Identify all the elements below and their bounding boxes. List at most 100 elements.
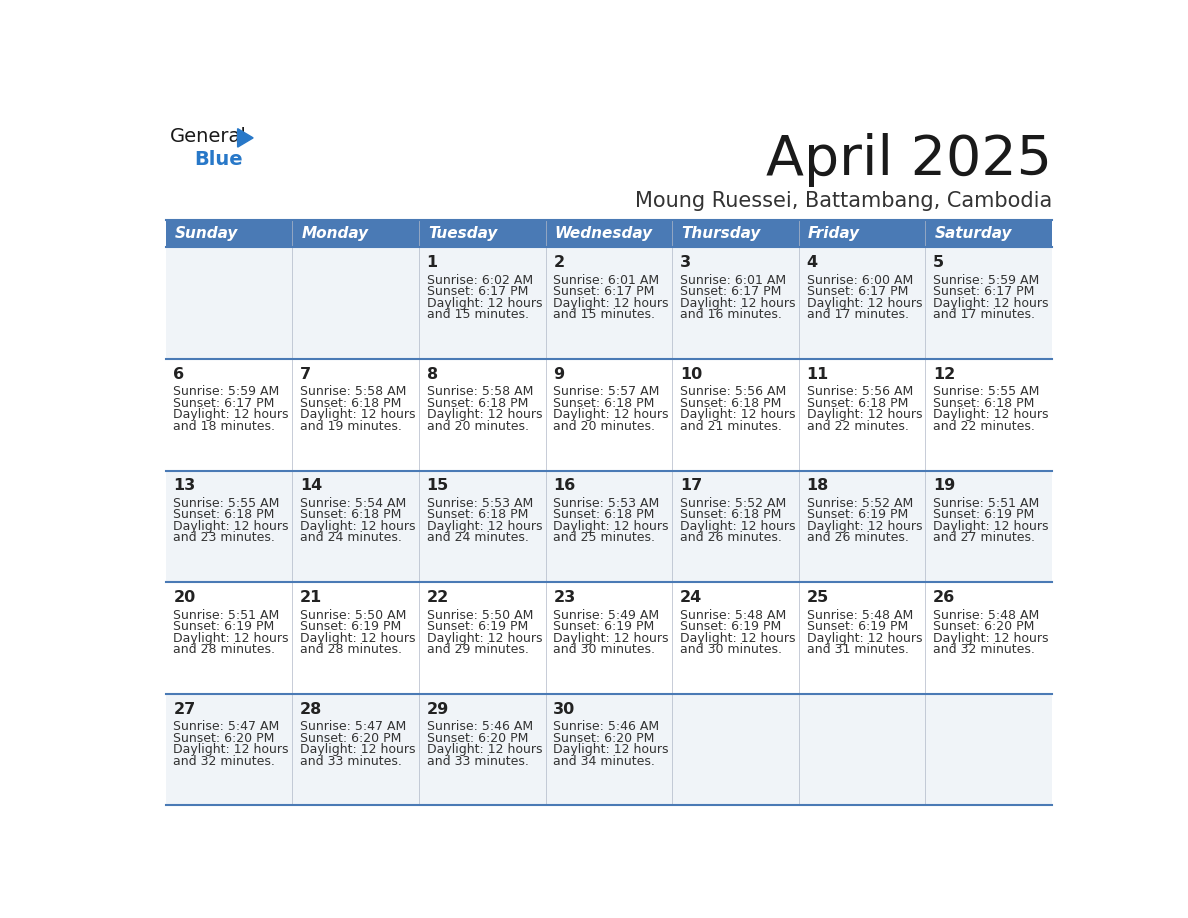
Bar [165, 219, 292, 247]
Text: Daylight: 12 hours: Daylight: 12 hours [807, 297, 922, 309]
Text: and 34 minutes.: and 34 minutes. [554, 755, 655, 767]
Text: and 33 minutes.: and 33 minutes. [299, 755, 402, 767]
Text: Daylight: 12 hours: Daylight: 12 hours [554, 520, 669, 532]
Text: Sunrise: 5:52 AM: Sunrise: 5:52 AM [680, 497, 786, 510]
Text: Sunrise: 5:55 AM: Sunrise: 5:55 AM [934, 386, 1040, 398]
Text: Wednesday: Wednesday [555, 226, 653, 241]
Text: Daylight: 12 hours: Daylight: 12 hours [426, 632, 542, 644]
Text: 28: 28 [299, 701, 322, 717]
Text: Sunset: 6:18 PM: Sunset: 6:18 PM [173, 509, 274, 521]
Text: and 18 minutes.: and 18 minutes. [173, 420, 276, 432]
Text: Sunset: 6:20 PM: Sunset: 6:20 PM [934, 621, 1035, 633]
Text: Sunrise: 5:53 AM: Sunrise: 5:53 AM [554, 497, 659, 510]
Text: 4: 4 [807, 255, 817, 270]
Text: and 24 minutes.: and 24 minutes. [299, 532, 402, 544]
Text: Sunset: 6:18 PM: Sunset: 6:18 PM [426, 397, 527, 409]
Text: Daylight: 12 hours: Daylight: 12 hours [680, 297, 796, 309]
Text: 14: 14 [299, 478, 322, 493]
Bar [925, 219, 1053, 247]
Text: Sunset: 6:18 PM: Sunset: 6:18 PM [299, 397, 402, 409]
Text: Daylight: 12 hours: Daylight: 12 hours [934, 409, 1049, 421]
Text: and 27 minutes.: and 27 minutes. [934, 532, 1035, 544]
Text: Sunset: 6:19 PM: Sunset: 6:19 PM [173, 621, 274, 633]
Text: Sunset: 6:19 PM: Sunset: 6:19 PM [807, 509, 908, 521]
Text: Sunrise: 5:46 AM: Sunrise: 5:46 AM [554, 721, 659, 733]
Text: 12: 12 [934, 366, 955, 382]
Text: 15: 15 [426, 478, 449, 493]
Text: Sunrise: 5:48 AM: Sunrise: 5:48 AM [934, 609, 1040, 621]
Text: and 29 minutes.: and 29 minutes. [426, 643, 529, 656]
Text: Sunset: 6:20 PM: Sunset: 6:20 PM [173, 732, 274, 744]
Text: and 24 minutes.: and 24 minutes. [426, 532, 529, 544]
Text: Sunrise: 5:56 AM: Sunrise: 5:56 AM [680, 386, 786, 398]
Text: April 2025: April 2025 [766, 133, 1053, 187]
Text: and 20 minutes.: and 20 minutes. [426, 420, 529, 432]
Text: 19: 19 [934, 478, 955, 493]
Text: Daylight: 12 hours: Daylight: 12 hours [554, 297, 669, 309]
Text: Daylight: 12 hours: Daylight: 12 hours [426, 744, 542, 756]
Text: Blue: Blue [194, 151, 242, 169]
Text: 20: 20 [173, 590, 196, 605]
Text: Sunrise: 5:55 AM: Sunrise: 5:55 AM [173, 497, 279, 510]
Text: and 17 minutes.: and 17 minutes. [934, 308, 1035, 321]
Text: Daylight: 12 hours: Daylight: 12 hours [680, 632, 796, 644]
Text: Daylight: 12 hours: Daylight: 12 hours [807, 632, 922, 644]
Text: 1: 1 [426, 255, 437, 270]
Bar [165, 359, 1053, 471]
Bar [545, 219, 672, 247]
Text: and 33 minutes.: and 33 minutes. [426, 755, 529, 767]
Text: Monday: Monday [302, 226, 368, 241]
Text: Sunrise: 6:01 AM: Sunrise: 6:01 AM [554, 274, 659, 286]
Text: and 22 minutes.: and 22 minutes. [807, 420, 909, 432]
Text: Sunrise: 5:54 AM: Sunrise: 5:54 AM [299, 497, 406, 510]
Text: Daylight: 12 hours: Daylight: 12 hours [554, 744, 669, 756]
Text: 25: 25 [807, 590, 829, 605]
Text: and 26 minutes.: and 26 minutes. [680, 532, 782, 544]
Text: Sunrise: 5:48 AM: Sunrise: 5:48 AM [680, 609, 786, 621]
Bar [165, 694, 1053, 805]
Text: Sunset: 6:17 PM: Sunset: 6:17 PM [173, 397, 274, 409]
Text: Daylight: 12 hours: Daylight: 12 hours [554, 632, 669, 644]
Text: Sunset: 6:17 PM: Sunset: 6:17 PM [934, 285, 1035, 298]
Text: and 20 minutes.: and 20 minutes. [554, 420, 656, 432]
Text: and 19 minutes.: and 19 minutes. [299, 420, 402, 432]
Text: Sunset: 6:20 PM: Sunset: 6:20 PM [426, 732, 527, 744]
Text: Daylight: 12 hours: Daylight: 12 hours [173, 520, 289, 532]
Text: Sunrise: 5:49 AM: Sunrise: 5:49 AM [554, 609, 659, 621]
Text: and 22 minutes.: and 22 minutes. [934, 420, 1035, 432]
Text: 30: 30 [554, 701, 575, 717]
Text: Sunset: 6:17 PM: Sunset: 6:17 PM [426, 285, 527, 298]
Text: Sunset: 6:19 PM: Sunset: 6:19 PM [299, 621, 402, 633]
Text: 6: 6 [173, 366, 184, 382]
Text: Daylight: 12 hours: Daylight: 12 hours [173, 744, 289, 756]
Text: and 32 minutes.: and 32 minutes. [934, 643, 1035, 656]
Text: Sunrise: 5:58 AM: Sunrise: 5:58 AM [299, 386, 406, 398]
Text: Sunset: 6:17 PM: Sunset: 6:17 PM [807, 285, 908, 298]
Text: Daylight: 12 hours: Daylight: 12 hours [299, 632, 416, 644]
Text: 11: 11 [807, 366, 829, 382]
Text: 10: 10 [680, 366, 702, 382]
Text: Sunrise: 5:51 AM: Sunrise: 5:51 AM [173, 609, 279, 621]
Text: Sunrise: 5:56 AM: Sunrise: 5:56 AM [807, 386, 912, 398]
Text: Daylight: 12 hours: Daylight: 12 hours [426, 297, 542, 309]
Text: Daylight: 12 hours: Daylight: 12 hours [934, 297, 1049, 309]
Text: Sunrise: 5:53 AM: Sunrise: 5:53 AM [426, 497, 533, 510]
Text: Sunrise: 6:02 AM: Sunrise: 6:02 AM [426, 274, 532, 286]
Text: 27: 27 [173, 701, 196, 717]
Text: 24: 24 [680, 590, 702, 605]
Text: Thursday: Thursday [682, 226, 760, 241]
Bar [165, 247, 1053, 359]
Text: 23: 23 [554, 590, 575, 605]
Text: and 30 minutes.: and 30 minutes. [554, 643, 656, 656]
Text: 13: 13 [173, 478, 196, 493]
Text: and 31 minutes.: and 31 minutes. [807, 643, 909, 656]
Text: Sunset: 6:19 PM: Sunset: 6:19 PM [680, 621, 782, 633]
Bar [165, 471, 1053, 582]
Text: 29: 29 [426, 701, 449, 717]
Text: Daylight: 12 hours: Daylight: 12 hours [807, 409, 922, 421]
Text: Sunset: 6:18 PM: Sunset: 6:18 PM [426, 509, 527, 521]
Text: Sunset: 6:17 PM: Sunset: 6:17 PM [554, 285, 655, 298]
Text: Sunset: 6:20 PM: Sunset: 6:20 PM [299, 732, 402, 744]
Text: Sunset: 6:18 PM: Sunset: 6:18 PM [807, 397, 908, 409]
Text: and 23 minutes.: and 23 minutes. [173, 532, 276, 544]
